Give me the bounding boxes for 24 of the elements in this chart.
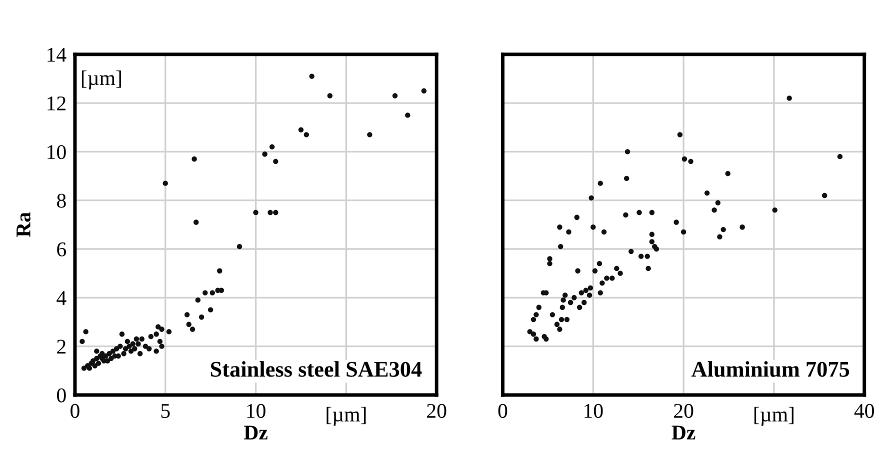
x-tick-label: 10 <box>247 404 266 418</box>
x-tick-label: 20 <box>674 404 694 418</box>
y-tick-label: 2 <box>57 340 66 354</box>
x-tick-label: 0 <box>498 404 508 418</box>
text: [µm] <box>754 406 794 426</box>
y-tick-label: 14 <box>48 48 66 62</box>
annotation: [µm] <box>82 70 121 90</box>
x-tick-label: 0 <box>70 404 80 418</box>
annotation: Aluminium 7075 <box>691 361 850 377</box>
y-tick-label: 10 <box>48 145 66 160</box>
y-tick-label: 4 <box>56 291 66 305</box>
y-axis-title: Ra <box>16 212 30 238</box>
x-tick-label: 40 <box>854 404 874 418</box>
annotation: Stainless steel SAE304 <box>210 361 422 377</box>
y-tick-label: 6 <box>57 242 66 256</box>
x-axis-title: Dz <box>672 426 696 440</box>
x-tick-label: 10 <box>584 404 603 418</box>
text: [µm] <box>326 406 366 426</box>
x-axis-title: Dz <box>244 426 268 440</box>
y-tick-label: 8 <box>57 194 66 208</box>
y-tick-label: 12 <box>48 96 66 110</box>
x-tick-label: 5 <box>161 404 170 418</box>
x-tick-label: 20 <box>427 404 446 418</box>
y-tick-label: 0 <box>57 388 66 402</box>
